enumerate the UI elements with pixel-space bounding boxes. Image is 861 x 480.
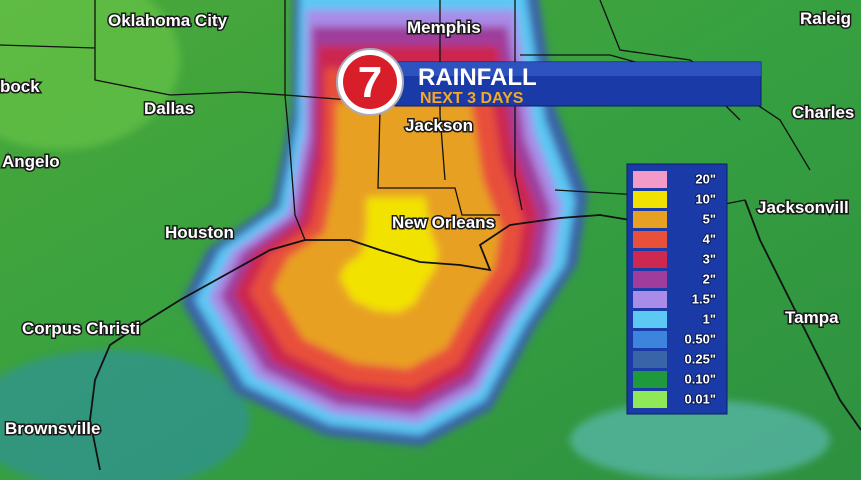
- legend-label: 4": [703, 231, 716, 246]
- legend-swatch: [633, 231, 667, 248]
- rain-swath: [181, 0, 588, 447]
- city-label: Tampa: [785, 308, 839, 327]
- legend-label: 0.01": [685, 391, 716, 406]
- legend-swatch: [633, 371, 667, 388]
- city-label: Charles: [792, 103, 854, 122]
- state-line: [439, 0, 746, 211]
- legend-label: 2": [703, 271, 716, 286]
- legend-label: 10": [695, 191, 716, 206]
- coastline: [744, 199, 861, 431]
- legend-label: 0.10": [685, 371, 716, 386]
- legend-label: 1.5": [692, 291, 716, 306]
- city-label: Memphis: [407, 18, 481, 37]
- legend: 20" 10" 5" 4" 3" 2" 1.5" 1" 0.50" 0.25" 0.10" 0.01": [626, 163, 728, 415]
- legend-label: 3": [703, 251, 716, 266]
- city-label: Jacksonvill: [757, 198, 849, 217]
- legend-swatch: [633, 191, 667, 208]
- city-label: Dallas: [144, 99, 194, 118]
- city-label: Houston: [165, 223, 234, 242]
- logo-text: 7: [358, 58, 382, 107]
- banner-highlight: [395, 62, 761, 76]
- legend-swatch: [633, 291, 667, 308]
- subtitle: NEXT 3 DAYS: [420, 90, 524, 107]
- legend-label: 0.25": [685, 351, 716, 366]
- legend-swatch: [633, 211, 667, 228]
- city-label: Brownsville: [5, 419, 100, 438]
- legend-swatch: [633, 271, 667, 288]
- city-label: New Orleans: [392, 213, 495, 232]
- city-label: Raleig: [800, 9, 851, 28]
- city-label: bock: [0, 77, 40, 96]
- title-banner: 7 RAINFALL NEXT 3 DAYS: [336, 48, 762, 116]
- legend-swatch: [633, 251, 667, 268]
- logo-disc: [343, 55, 397, 109]
- state-line: [0, 0, 306, 241]
- legend-label: 20": [695, 171, 716, 186]
- coastline: [305, 214, 631, 272]
- legend-swatch: [633, 391, 667, 408]
- rain-contour: [339, 197, 439, 313]
- legend-swatch: [633, 351, 667, 368]
- legend-swatch: [633, 331, 667, 348]
- gulf-water: [570, 400, 830, 480]
- light-rain-area: [0, 0, 180, 150]
- legend-label: 5": [703, 211, 716, 226]
- legend-label: 0.50": [685, 331, 716, 346]
- title: RAINFALL: [418, 64, 537, 91]
- city-label: Corpus Christi: [22, 319, 140, 338]
- gulf-water: [0, 350, 250, 480]
- legend-swatch: [633, 311, 667, 328]
- city-label: Angelo: [2, 152, 60, 171]
- legend-label: 1": [703, 311, 716, 326]
- legend-swatch: [633, 171, 667, 188]
- state-line: [599, 0, 811, 171]
- city-label: Oklahoma City: [108, 11, 228, 30]
- coastline: [89, 239, 306, 471]
- city-label: Jackson: [405, 116, 473, 135]
